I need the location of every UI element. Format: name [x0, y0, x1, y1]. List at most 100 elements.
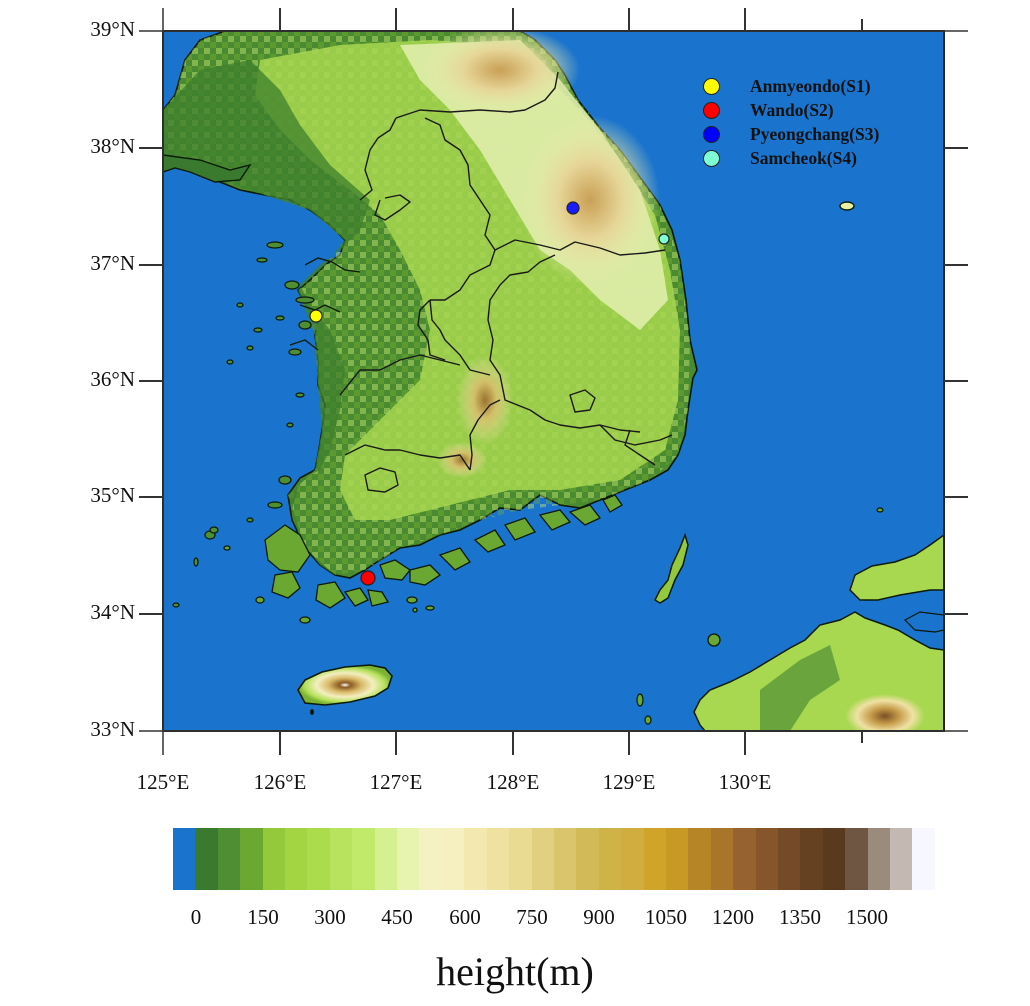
colorbar-bin	[329, 828, 353, 890]
y-axis-ticks	[139, 147, 968, 615]
japan-small-islands	[636, 507, 884, 725]
southwest-archipelago	[223, 494, 623, 624]
colorbar-bin	[217, 828, 241, 890]
colorbar-bin	[195, 828, 218, 890]
legend-marker-aquamarine-icon	[703, 149, 720, 167]
colorbar-bin	[509, 828, 532, 890]
legend-label: Anmyeondo(S1)	[750, 75, 871, 96]
taebaek-mountains	[520, 115, 660, 285]
colorbar-bin	[867, 828, 890, 890]
legend-item-s2: Wando(S2)	[703, 98, 879, 122]
y-tick-label-36n: 36°N	[90, 367, 135, 391]
land-tsushima	[654, 532, 689, 604]
y-tick-label-35n: 35°N	[90, 483, 135, 507]
colorbar-bin	[374, 828, 398, 890]
land-jeju	[297, 664, 393, 706]
colorbar-bin	[262, 828, 286, 890]
station-legend: Anmyeondo(S1) Wando(S2) Pyeongchang(S3) …	[703, 74, 879, 170]
colorbar-bin	[890, 828, 913, 890]
x-axis-ticks	[279, 8, 863, 755]
colorbar-tick-150: 150	[247, 905, 279, 929]
west-coast-islands	[172, 241, 315, 608]
colorbar-tick-900: 900	[583, 905, 615, 929]
colorbar-tick-600: 600	[449, 905, 481, 929]
legend-item-s3: Pyeongchang(S3)	[703, 122, 879, 146]
land-iki	[707, 633, 721, 647]
colorbar-tick-0: 0	[190, 905, 202, 929]
colorbar-bin	[441, 828, 465, 890]
kyushu-mountain	[845, 694, 925, 731]
colorbar-tick-450: 450	[381, 905, 413, 929]
colorbar-bin	[710, 828, 734, 890]
colorbar-bin	[733, 828, 756, 890]
colorbar-tick-300: 300	[314, 905, 346, 929]
legend-label: Samcheok(S4)	[750, 147, 857, 168]
colorbar-title: height(m)	[436, 949, 594, 994]
x-tick-label-127e: 127°E	[369, 770, 423, 794]
colorbar-bin	[419, 828, 442, 890]
colorbar-tick-1200: 1200	[712, 905, 754, 929]
colorbar-bin	[486, 828, 510, 890]
y-tick-label-33n: 33°N	[90, 717, 135, 741]
land-japan-honshu	[849, 534, 944, 601]
land-ulleungdo	[839, 201, 855, 211]
y-tick-label-38n: 38°N	[90, 134, 135, 158]
station-marker-s4[interactable]	[658, 233, 670, 245]
west-lowlands	[163, 60, 370, 575]
y-tick-label-37n: 37°N	[90, 251, 135, 275]
legend-item-s1: Anmyeondo(S1)	[703, 74, 879, 98]
colorbar-bin	[553, 828, 577, 890]
station-marker-s2[interactable]	[360, 570, 376, 586]
colorbar-bin	[531, 828, 554, 890]
colorbar-tick-1350: 1350	[779, 905, 821, 929]
colorbar-bin	[777, 828, 801, 890]
colorbar-bin	[800, 828, 823, 890]
central-ridge	[457, 355, 513, 445]
legend-item-s4: Samcheok(S4)	[703, 146, 879, 170]
colorbar-bin	[621, 828, 644, 890]
x-tick-label-126e: 126°E	[253, 770, 307, 794]
coastline-details	[289, 257, 361, 351]
colorbar-bin	[576, 828, 599, 890]
elevation-colorbar	[173, 828, 935, 890]
colorbar-tick-1050: 1050	[645, 905, 687, 929]
legend-marker-blue-icon	[703, 125, 720, 143]
colorbar-bin	[307, 828, 330, 890]
colorbar-bin	[464, 828, 487, 890]
colorbar-bin	[665, 828, 689, 890]
legend-label: Pyeongchang(S3)	[750, 123, 880, 144]
colorbar-bin	[912, 828, 935, 890]
x-tick-label-130e: 130°E	[718, 770, 772, 794]
x-tick-label-129e: 129°E	[602, 770, 656, 794]
legend-marker-yellow-icon	[703, 77, 720, 95]
colorbar-bin	[643, 828, 666, 890]
land-hwanghae-coast	[163, 154, 252, 183]
station-marker-s1[interactable]	[309, 309, 323, 323]
colorbar-bin	[598, 828, 622, 890]
legend-label: Wando(S2)	[750, 99, 834, 120]
colorbar-tick-750: 750	[516, 905, 548, 929]
legend-marker-red-icon	[703, 101, 720, 119]
colorbar-bin	[352, 828, 375, 890]
kyushu-lowlands	[760, 645, 840, 731]
x-tick-label-125e: 125°E	[136, 770, 190, 794]
station-marker-s3[interactable]	[566, 201, 580, 215]
northern-mountains	[420, 31, 580, 115]
colorbar-bin	[755, 828, 778, 890]
jirisan	[437, 442, 487, 478]
y-tick-label-39n: 39°N	[90, 17, 135, 41]
colorbar-bin	[688, 828, 711, 890]
colorbar-bin	[240, 828, 263, 890]
y-tick-label-34n: 34°N	[90, 600, 135, 624]
colorbar-tick-1500: 1500	[846, 905, 888, 929]
colorbar-bin	[822, 828, 846, 890]
station-markers	[309, 201, 670, 586]
colorbar-bin	[285, 828, 308, 890]
kyushu-bay	[904, 611, 944, 633]
province-boundaries	[339, 71, 673, 493]
map-plot	[139, 8, 968, 755]
colorbar-bin	[845, 828, 868, 890]
colorbar-bin	[173, 828, 196, 890]
colorbar-bin	[397, 828, 420, 890]
